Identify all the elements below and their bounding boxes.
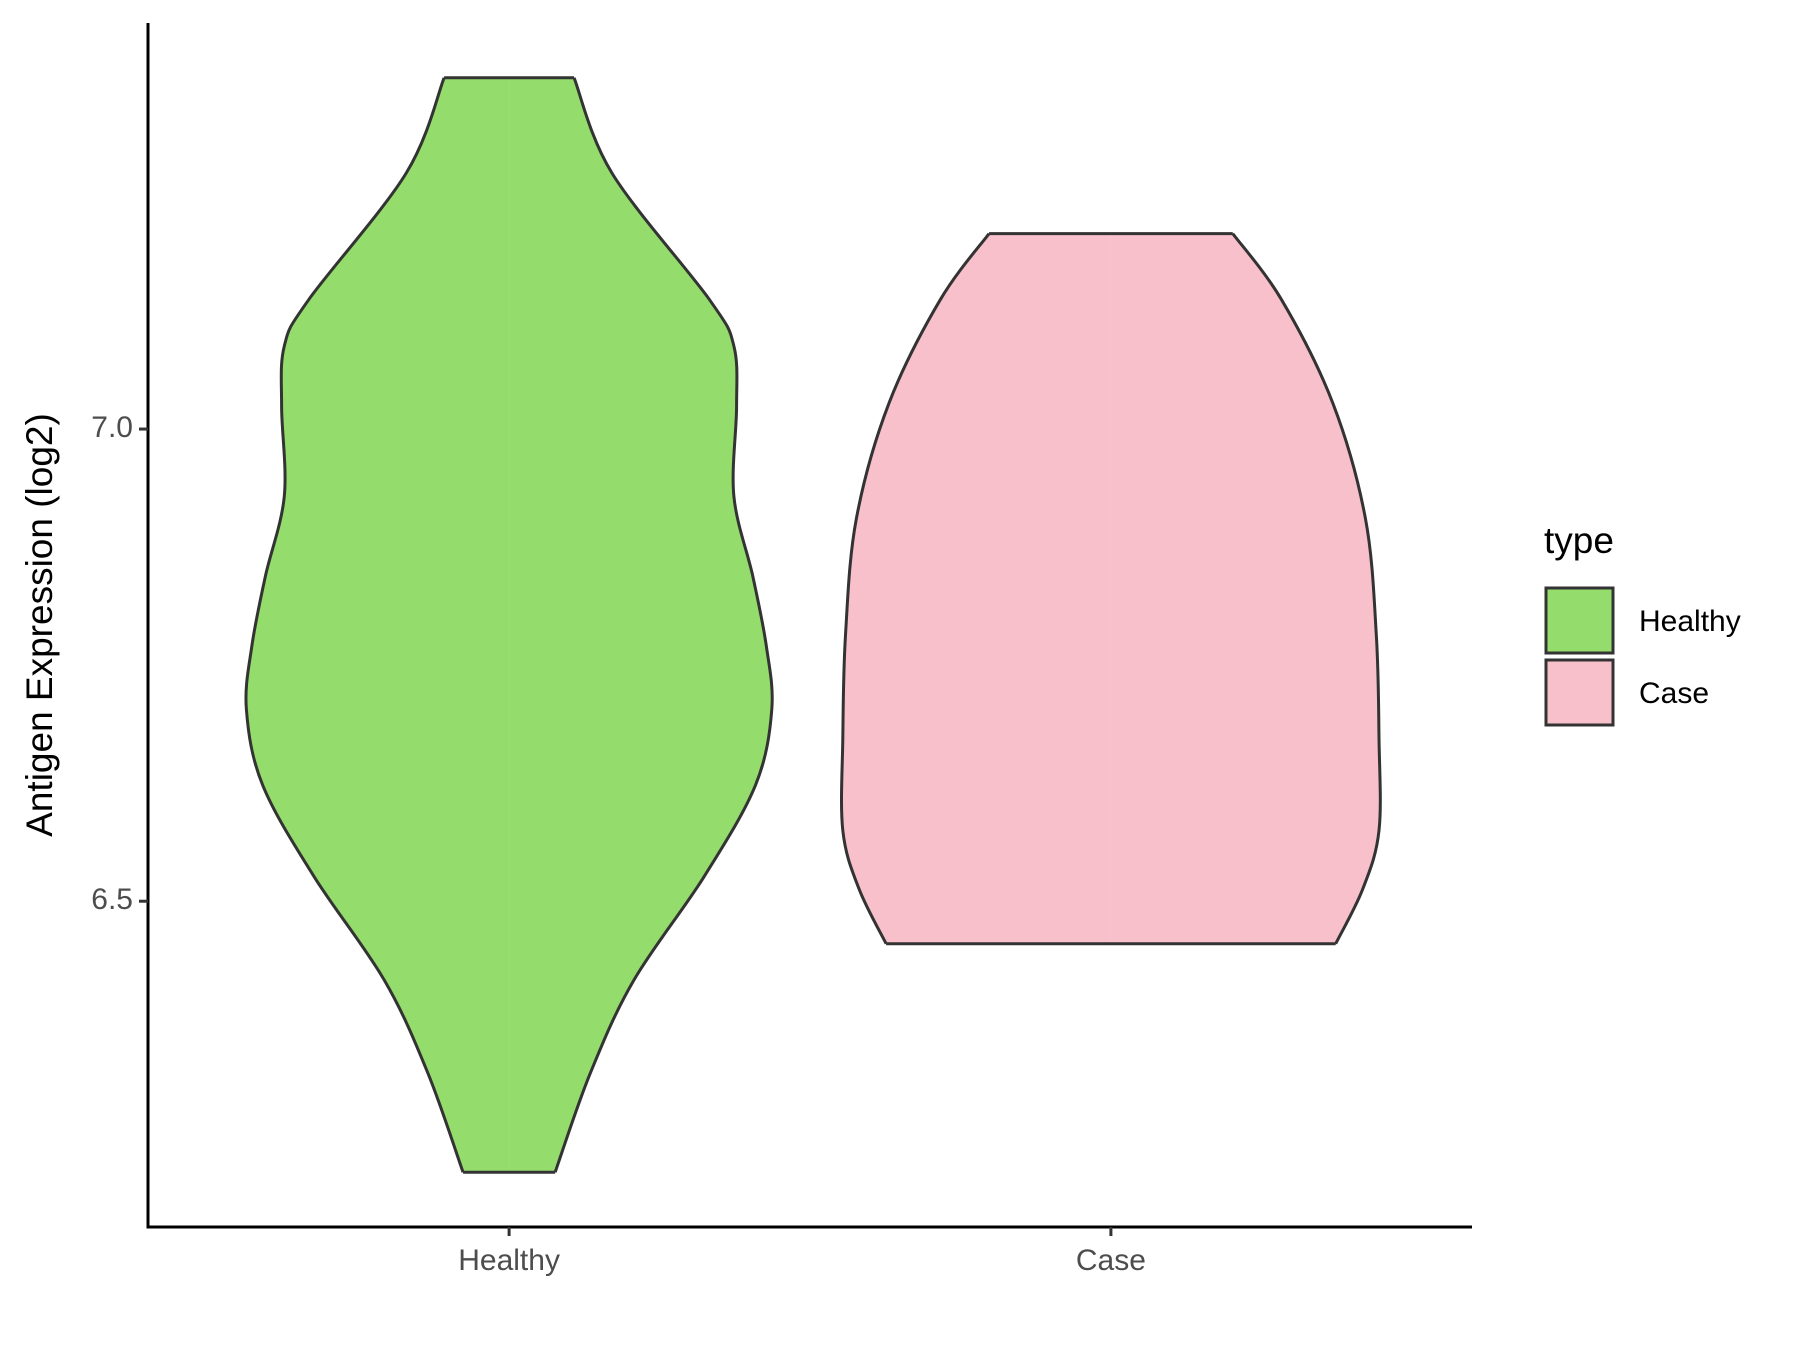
violin-outline [553,77,774,1173]
x-tick-label: Healthy [458,1244,560,1277]
violin-half [245,77,510,1173]
y-axis-title: Antigen Expression (log2) [19,413,60,837]
legend-label: Healthy [1639,605,1741,638]
violin-half [509,77,773,1173]
legend-key [1544,586,1615,655]
y-tick-label: 7.0 [91,411,133,444]
violin-half [1110,233,1381,944]
y-tick-label: 6.5 [91,883,133,916]
violin-outline [839,232,991,945]
x-tick-label: Case [1076,1244,1146,1277]
legend-key [1544,658,1615,727]
violin-outline [1231,232,1382,945]
legend-title: type [1544,520,1614,561]
legend-label: Case [1639,677,1709,710]
violin-half [841,233,1111,944]
violin-outline [244,77,465,1173]
